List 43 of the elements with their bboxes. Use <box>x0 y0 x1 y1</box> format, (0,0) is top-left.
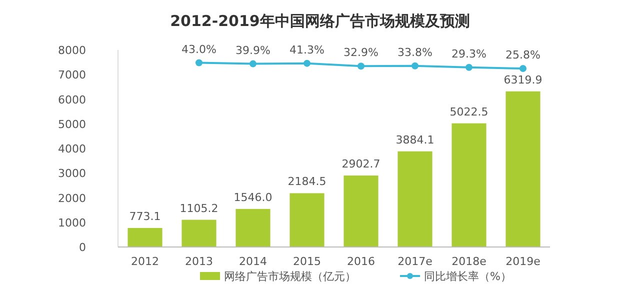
data-label: 3884.1 <box>396 133 434 146</box>
data-label: 5022.5 <box>450 105 488 118</box>
bar <box>182 220 216 247</box>
x-tick-label: 2014 <box>239 255 267 268</box>
y-tick-label: 3000 <box>58 167 86 180</box>
data-label: 25.8% <box>506 48 540 62</box>
chart-title: 2012-2019年中国网络广告市场规模及预测 <box>170 12 470 30</box>
bar <box>398 151 432 247</box>
legend-label: 同比增长率（%） <box>424 270 512 283</box>
legend-label: 网络广告市场规模（亿元） <box>224 270 356 283</box>
data-label: 1105.2 <box>180 202 218 215</box>
x-tick-label: 2018e <box>452 255 487 268</box>
x-tick-label: 2013 <box>185 255 213 268</box>
data-label: 41.3% <box>290 43 324 56</box>
data-label: 2184.5 <box>288 175 326 188</box>
data-label: 2902.7 <box>342 158 380 171</box>
y-tick-label: 6000 <box>58 93 86 106</box>
data-label: 33.8% <box>398 46 432 59</box>
y-tick-label: 4000 <box>58 142 86 156</box>
data-label: 39.9% <box>236 44 270 57</box>
y-tick-label: 5000 <box>58 118 86 131</box>
x-tick-label: 2015 <box>293 255 321 268</box>
data-label: 43.0% <box>182 42 216 56</box>
bar <box>452 123 486 247</box>
bar <box>128 228 162 247</box>
y-tick-label: 1000 <box>58 216 86 230</box>
x-tick-label: 2017e <box>398 255 433 268</box>
x-tick-label: 2016 <box>347 255 375 268</box>
data-label: 32.9% <box>344 46 378 60</box>
bar <box>344 176 378 247</box>
bar <box>290 193 324 247</box>
y-tick-label: 2000 <box>58 192 86 205</box>
y-tick-label: 0 <box>79 241 86 254</box>
y-tick-label: 7000 <box>58 68 86 82</box>
y-tick-label: 8000 <box>58 44 86 57</box>
data-label: 773.1 <box>129 210 161 223</box>
data-label: 6319.9 <box>504 73 542 86</box>
bar <box>506 91 540 247</box>
x-tick-label: 2019e <box>506 255 541 268</box>
bar <box>236 208 270 247</box>
data-label: 1546.0 <box>234 190 272 204</box>
x-tick-label: 2012 <box>131 255 159 268</box>
data-label: 29.3% <box>452 47 486 60</box>
